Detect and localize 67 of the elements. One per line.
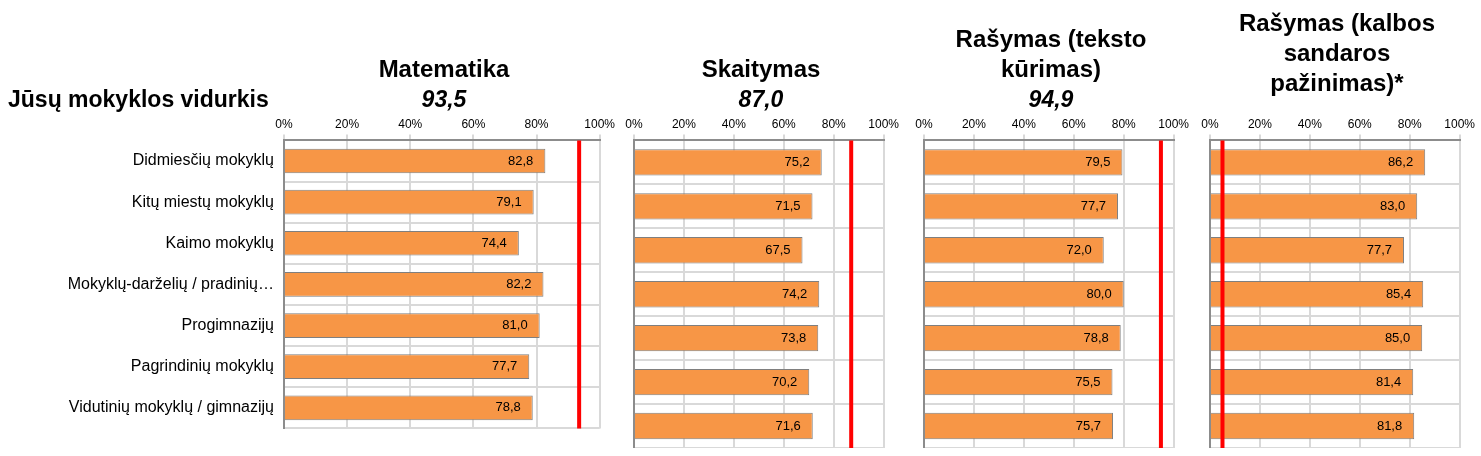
data-label: 67,5 (765, 241, 791, 257)
x-tick-label: 40% (1011, 116, 1037, 131)
data-label: 71,6 (775, 417, 801, 433)
data-label: 78,8 (495, 399, 521, 415)
data-label: 83,0 (1379, 197, 1406, 213)
x-tick-label: 80% (524, 116, 549, 131)
data-label: 72,0 (1066, 241, 1092, 257)
y-tick-label: Pagrindinių mokyklų (130, 357, 275, 375)
x-tick-label: 100% (868, 116, 900, 131)
x-tick-label: 60% (1061, 116, 1087, 131)
x-tick-label: 100% (1158, 116, 1190, 131)
data-label: 71,5 (775, 197, 801, 213)
y-tick-label: Kaimo mokyklų (165, 233, 275, 251)
x-tick-label: 0% (625, 116, 643, 131)
x-tick-label: 80% (1397, 116, 1423, 131)
data-label: 75,7 (1075, 417, 1101, 433)
y-tick-label: Mokyklų-darželių / pradinių… (67, 274, 274, 292)
chart-title: Matematika (377, 54, 511, 84)
data-label: 80,0 (1086, 285, 1112, 301)
data-label: 79,1 (496, 193, 522, 209)
data-label: 81,4 (1375, 373, 1402, 389)
x-tick-label: 60% (1347, 116, 1373, 131)
data-label: 81,8 (1376, 417, 1403, 433)
text: Jūsų mokyklos vidurkis (8, 86, 269, 113)
x-tick-label: 100% (584, 116, 616, 131)
data-label: 85,4 (1385, 285, 1412, 301)
x-tick-label: 80% (1111, 116, 1137, 131)
x-tick-label: 0% (1201, 116, 1219, 131)
x-tick-label: 20% (961, 116, 987, 131)
y-tick-label: Didmiesčių mokyklų (132, 151, 275, 169)
data-label: 73,8 (780, 329, 807, 345)
data-label: 81,0 (502, 317, 528, 333)
data-label: 74,2 (781, 285, 808, 301)
y-tick-label: Kitų miestų mokyklų (131, 192, 275, 210)
data-label: 75,2 (784, 153, 810, 169)
chart-title: Rašymas (kalbos sandaros pažinimas)* (1237, 8, 1437, 98)
x-tick-label: 20% (671, 116, 697, 131)
chart-subtitle: 93,5 (421, 85, 467, 114)
data-label: 82,8 (508, 152, 534, 168)
data-label: 85,0 (1384, 329, 1411, 345)
data-label: 74,4 (481, 234, 507, 250)
data-label: 77,7 (1366, 241, 1392, 257)
x-tick-label: 40% (398, 116, 423, 131)
data-label: 82,2 (506, 275, 532, 291)
chart-title: Skaitymas (700, 54, 822, 84)
x-tick-label: 20% (335, 116, 360, 131)
chart-subtitle: 87,0 (738, 85, 784, 114)
data-label: 77,7 (1080, 197, 1106, 213)
x-tick-label: 60% (461, 116, 486, 131)
x-tick-label: 40% (1297, 116, 1323, 131)
x-tick-label: 20% (1247, 116, 1273, 131)
data-label: 75,5 (1075, 373, 1101, 389)
x-tick-label: 60% (771, 116, 797, 131)
x-tick-label: 0% (915, 116, 933, 131)
data-label: 70,2 (771, 373, 798, 389)
data-label: 78,8 (1083, 329, 1109, 345)
y-tick-label: Progimnazijų (181, 315, 275, 333)
chart-title: Rašymas (teksto kūrimas) (954, 24, 1148, 84)
x-tick-label: 0% (275, 116, 293, 131)
data-label: 86,2 (1387, 153, 1414, 169)
x-tick-label: 100% (1444, 116, 1476, 131)
data-label: 77,7 (491, 358, 518, 374)
data-label: 79,5 (1085, 153, 1111, 169)
y-tick-label: Vidutinių mokyklų / gimnazijų (68, 398, 275, 416)
x-tick-label: 40% (721, 116, 747, 131)
x-tick-label: 80% (821, 116, 847, 131)
chart-subtitle: 94,9 (1028, 85, 1074, 114)
